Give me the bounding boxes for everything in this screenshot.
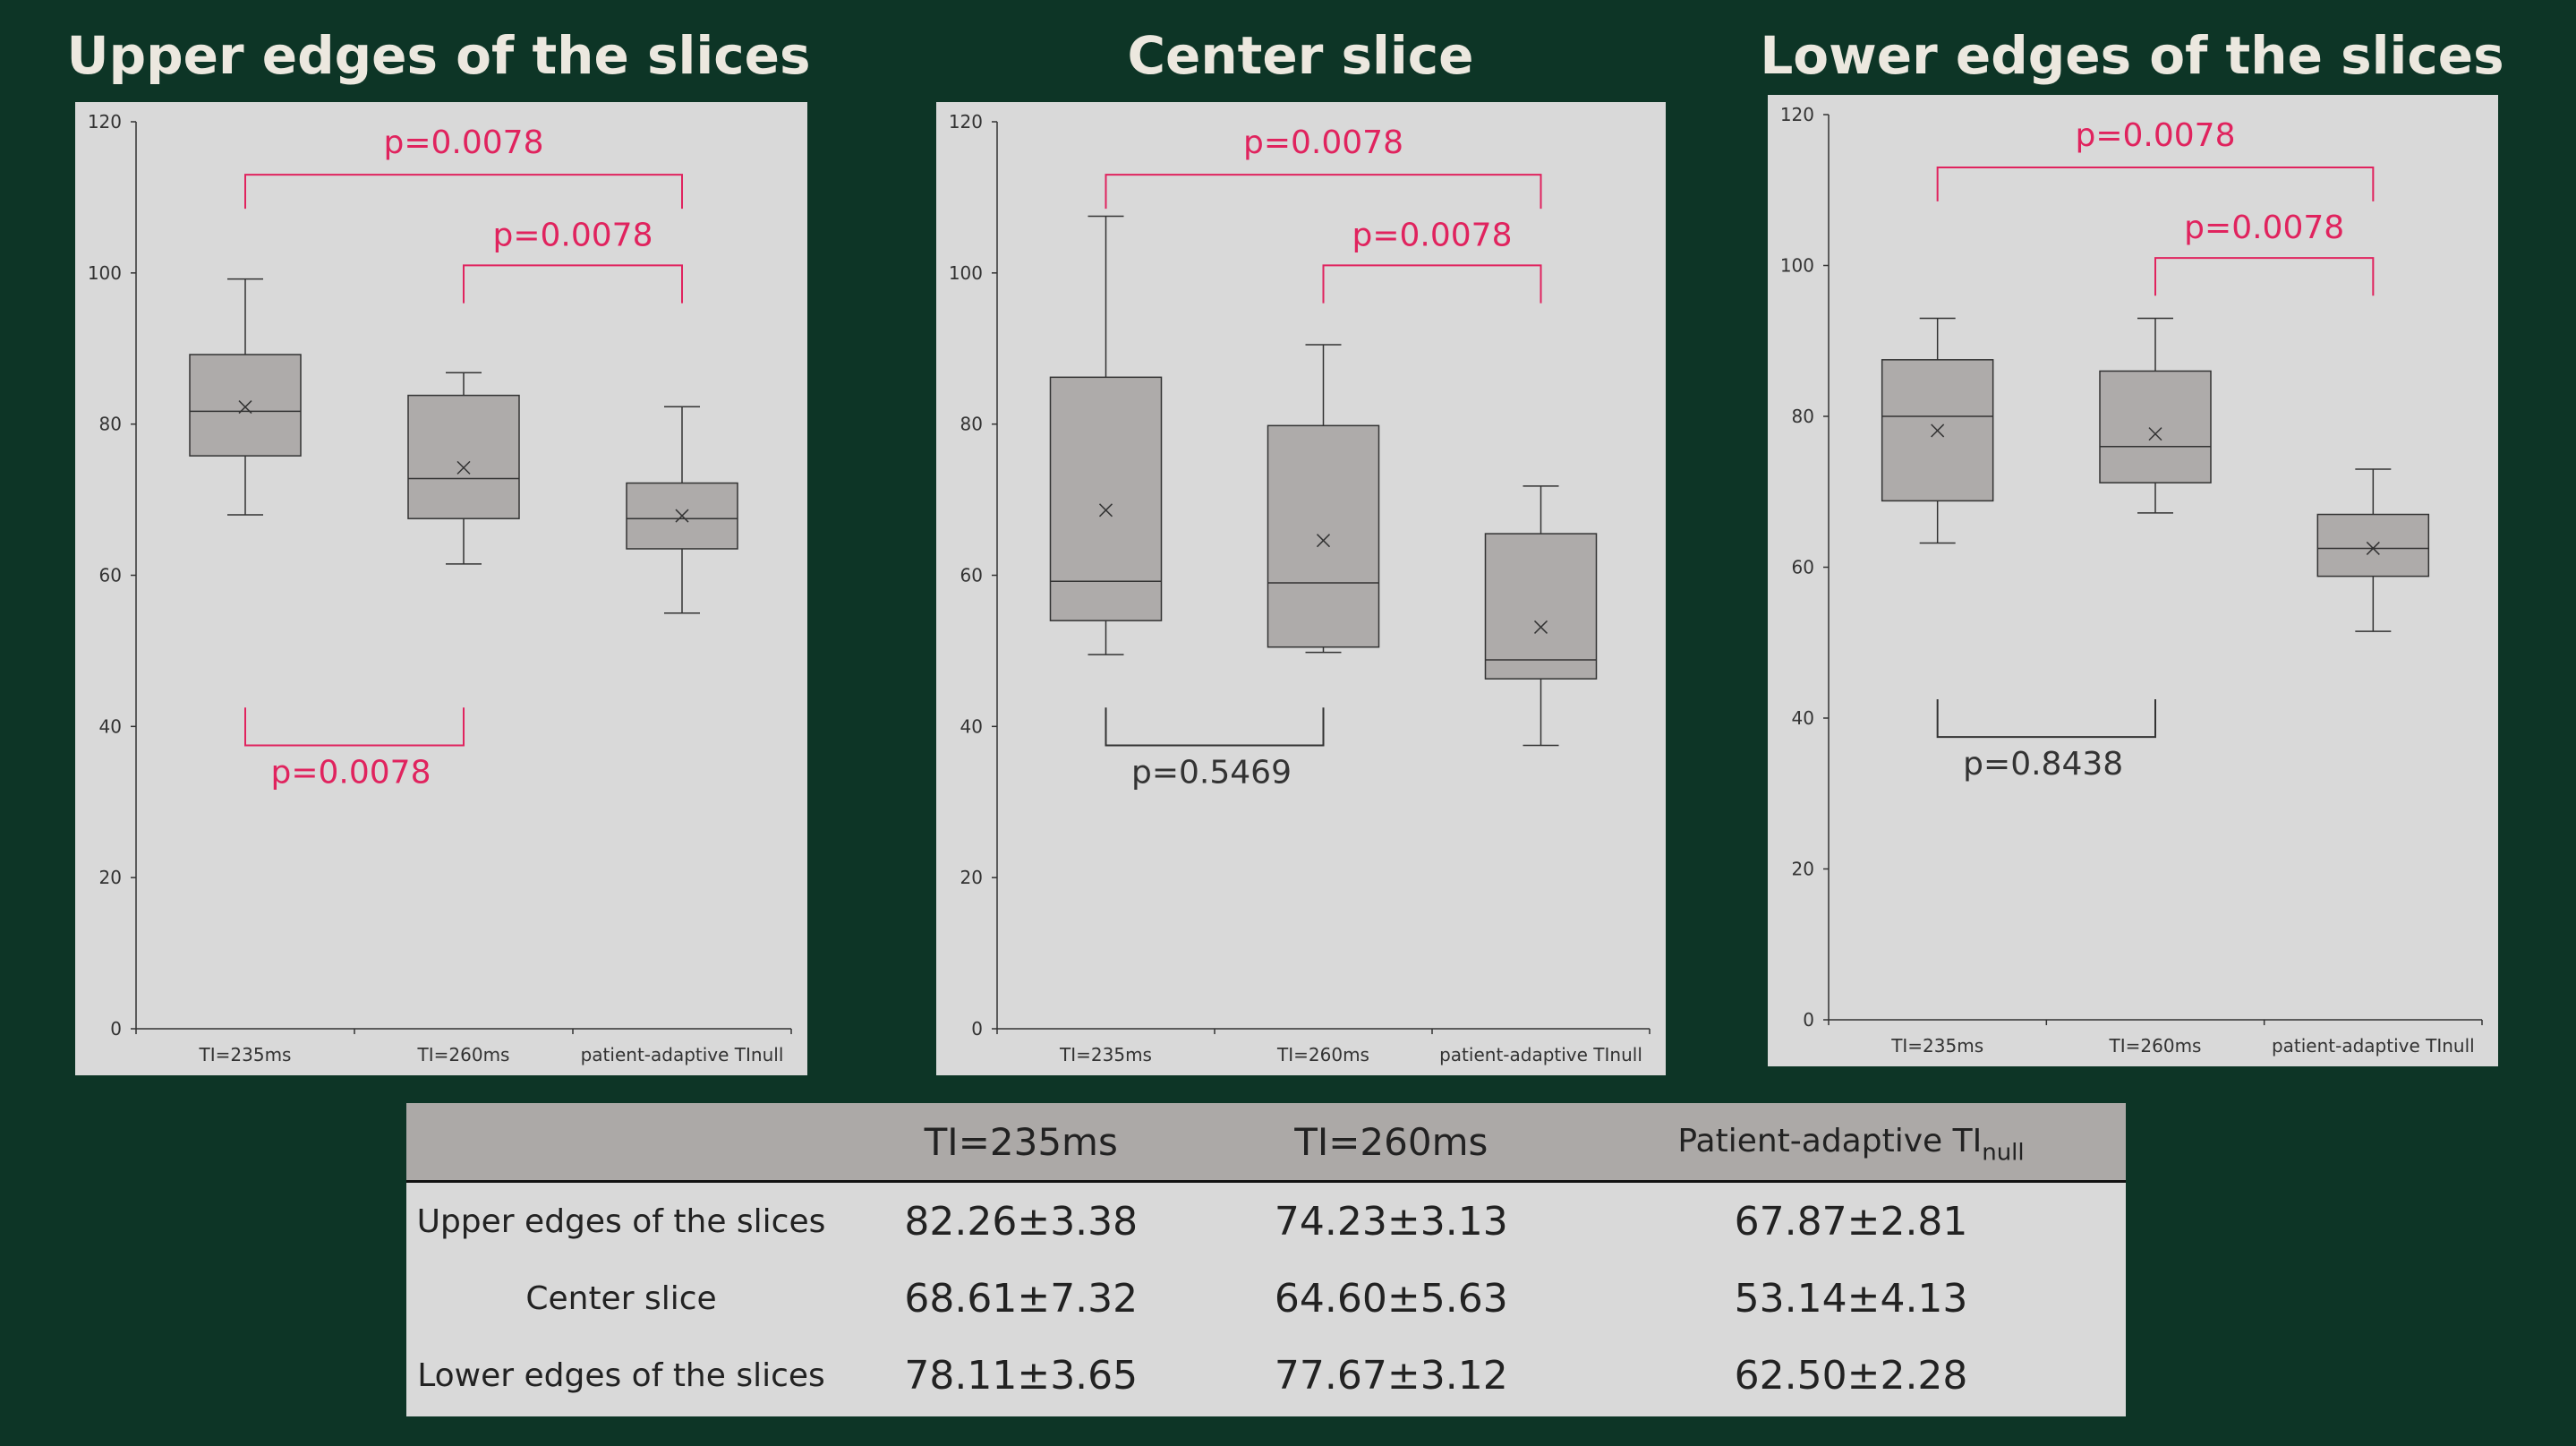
cell-value: 82.26±3.38 xyxy=(904,1198,1139,1245)
x-tick-label: patient-adaptive TInull xyxy=(581,1044,784,1065)
significance-bracket xyxy=(2154,257,2375,296)
y-tick-label: 0 xyxy=(1803,1009,1814,1031)
box-iqr xyxy=(407,394,520,519)
y-tick-label: 80 xyxy=(960,414,983,435)
x-tick-label: TI=235ms xyxy=(1059,1044,1152,1065)
p-value-label: p=0.0078 xyxy=(1352,217,1513,253)
p-value-label: p=0.0078 xyxy=(2076,117,2236,154)
p-value-label: p=0.0078 xyxy=(271,754,431,791)
x-tick-label: TI=235ms xyxy=(199,1044,292,1065)
chart-lower-edges: 0 20 40 60 80 100 120 TI=235ms TI=260ms patient-a… xyxy=(1768,95,2498,1066)
significance-bracket xyxy=(244,707,465,747)
box-iqr xyxy=(189,354,302,457)
significance-bracket xyxy=(463,264,683,304)
mean-marker xyxy=(1533,620,1548,634)
box-iqr xyxy=(1267,424,1380,648)
box-iqr xyxy=(2316,513,2430,578)
y-tick-label: 60 xyxy=(1792,557,1814,578)
mean-marker xyxy=(456,460,471,475)
summary-table: TI=235ms TI=260ms Patient-adaptive TInul… xyxy=(406,1103,2126,1416)
chart-upper-edges: 0 20 40 60 80 100 120 TI=235ms TI=260ms patient-a… xyxy=(75,102,807,1075)
box-iqr xyxy=(2099,370,2212,483)
y-tick-label: 80 xyxy=(99,414,122,435)
panel-title-center: Center slice xyxy=(1127,25,1474,86)
y-tick-label: 80 xyxy=(1792,406,1814,427)
cell-value: 74.23±3.13 xyxy=(1274,1198,1508,1245)
y-tick-label: 100 xyxy=(88,262,122,284)
x-tick-label: TI=235ms xyxy=(1890,1035,1983,1057)
cell-value: 67.87±2.81 xyxy=(1734,1198,1968,1245)
p-value-label: p=0.8438 xyxy=(1963,746,2123,783)
x-tick-label: TI=260ms xyxy=(1276,1044,1369,1065)
significance-bracket xyxy=(1936,166,2375,201)
y-tick-label: 20 xyxy=(1792,859,1814,880)
box-iqr xyxy=(1049,376,1163,621)
header-adaptive: Patient-adaptive TInull xyxy=(1576,1103,2126,1183)
cell-value: 77.67±3.12 xyxy=(1274,1352,1508,1399)
y-tick-label: 60 xyxy=(960,565,983,586)
y-tick-label: 0 xyxy=(110,1018,122,1040)
header-ti260: TI=260ms xyxy=(1206,1103,1577,1183)
mean-marker xyxy=(2366,541,2380,555)
y-tick-label: 40 xyxy=(960,715,983,737)
significance-bracket xyxy=(1936,698,2156,739)
mean-marker xyxy=(675,509,689,523)
p-value-label: p=0.0078 xyxy=(384,124,544,161)
p-value-label: p=0.0078 xyxy=(2184,210,2344,246)
mean-marker xyxy=(1931,424,1945,438)
table-row: Upper edges of the slices 82.26±3.38 74.… xyxy=(406,1182,2126,1261)
y-tick-label: 120 xyxy=(1780,104,1814,125)
header-ti235: TI=235ms xyxy=(836,1103,1207,1183)
y-tick-label: 100 xyxy=(1780,255,1814,277)
box-iqr xyxy=(1484,533,1598,680)
mean-marker xyxy=(1316,534,1331,548)
y-tick-label: 120 xyxy=(88,111,122,133)
mean-marker xyxy=(238,400,252,415)
p-value-label: p=0.0078 xyxy=(493,217,653,253)
x-tick-label: TI=260ms xyxy=(2109,1035,2202,1057)
significance-bracket xyxy=(1322,264,1542,304)
cell-value: 78.11±3.65 xyxy=(904,1352,1139,1399)
box-plot-svg: 0 20 40 60 80 100 120 TI=235ms TI=260ms patient-a… xyxy=(949,111,1651,1065)
table-row: Lower edges of the slices 78.11±3.65 77.… xyxy=(406,1337,2126,1414)
significance-bracket xyxy=(244,174,683,210)
table-row: Center slice 68.61±7.32 64.60±5.63 53.14… xyxy=(406,1260,2126,1337)
y-tick-label: 120 xyxy=(949,111,983,133)
x-tick-label: patient-adaptive TInull xyxy=(2272,1035,2475,1057)
mean-marker xyxy=(1098,503,1113,518)
box-plot-svg: 0 20 40 60 80 100 120 TI=235ms TI=260ms patient-a… xyxy=(88,111,792,1065)
x-tick-label: patient-adaptive TInull xyxy=(1439,1044,1642,1065)
cell-value: 68.61±7.32 xyxy=(904,1275,1139,1322)
panel-title-lower: Lower edges of the slices xyxy=(1760,25,2504,86)
panel-title-upper: Upper edges of the slices xyxy=(66,25,811,86)
chart-center-slice: 0 20 40 60 80 100 120 TI=235ms TI=260ms patient-a… xyxy=(936,102,1666,1075)
header-empty xyxy=(406,1103,836,1183)
y-tick-label: 40 xyxy=(99,715,122,737)
row-label: Center slice xyxy=(525,1279,717,1317)
row-label: Upper edges of the slices xyxy=(416,1202,826,1240)
row-label: Lower edges of the slices xyxy=(417,1356,825,1394)
header-adaptive-main: Patient-adaptive TI xyxy=(1677,1123,1983,1160)
x-tick-label: TI=260ms xyxy=(417,1044,510,1065)
cell-value: 53.14±4.13 xyxy=(1734,1275,1968,1322)
box-plot-svg: 0 20 40 60 80 100 120 TI=235ms TI=260ms patient-a… xyxy=(1780,104,2483,1057)
table-header-row: TI=235ms TI=260ms Patient-adaptive TInul… xyxy=(406,1103,2126,1183)
cell-value: 64.60±5.63 xyxy=(1274,1275,1508,1322)
cell-value: 62.50±2.28 xyxy=(1734,1352,1968,1399)
y-tick-label: 40 xyxy=(1792,707,1814,729)
significance-bracket xyxy=(1105,174,1542,210)
y-tick-label: 100 xyxy=(949,262,983,284)
significance-bracket xyxy=(1105,707,1325,747)
header-adaptive-sub: null xyxy=(1982,1139,2025,1167)
p-value-label: p=0.0078 xyxy=(1243,124,1403,161)
mean-marker xyxy=(2148,427,2162,441)
y-tick-label: 20 xyxy=(99,867,122,888)
p-value-label: p=0.5469 xyxy=(1131,754,1292,791)
y-tick-label: 20 xyxy=(960,867,983,888)
y-tick-label: 60 xyxy=(99,565,122,586)
y-tick-label: 0 xyxy=(971,1018,983,1040)
